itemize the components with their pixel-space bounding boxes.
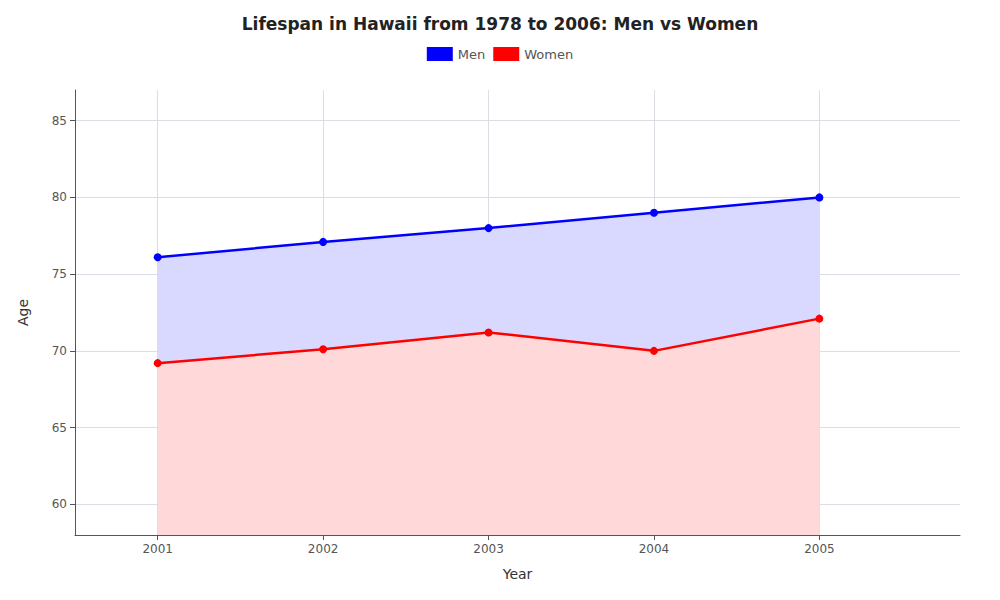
svg-text:2004: 2004 bbox=[639, 542, 670, 556]
svg-text:2003: 2003 bbox=[473, 542, 504, 556]
svg-text:2001: 2001 bbox=[142, 542, 173, 556]
svg-text:85: 85 bbox=[52, 114, 67, 128]
svg-text:75: 75 bbox=[52, 267, 67, 281]
svg-text:Women: Women bbox=[524, 47, 573, 62]
svg-text:70: 70 bbox=[52, 344, 67, 358]
svg-text:80: 80 bbox=[52, 190, 67, 204]
svg-text:65: 65 bbox=[52, 421, 67, 435]
svg-text:2005: 2005 bbox=[804, 542, 835, 556]
svg-text:2002: 2002 bbox=[308, 542, 339, 556]
svg-text:Lifespan in Hawaii from 1978 t: Lifespan in Hawaii from 1978 to 2006: Me… bbox=[242, 14, 759, 34]
svg-text:60: 60 bbox=[52, 497, 67, 511]
svg-text:Year: Year bbox=[502, 566, 533, 582]
svg-text:Men: Men bbox=[458, 47, 485, 62]
svg-text:Age: Age bbox=[15, 299, 31, 326]
